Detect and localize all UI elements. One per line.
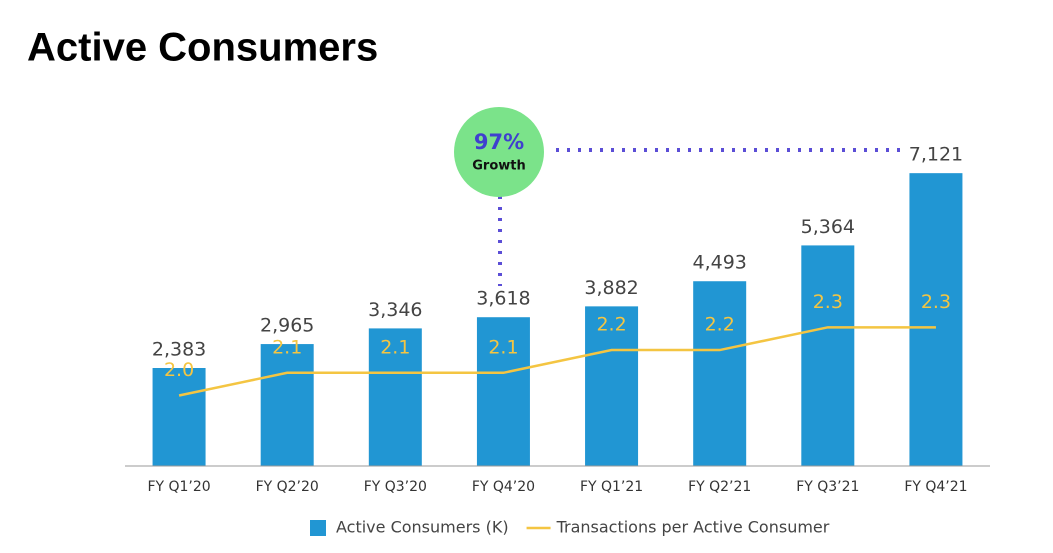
line-value-label: 2.1	[272, 336, 302, 358]
growth-badge	[454, 107, 544, 197]
bar-value-label: 4,493	[692, 252, 746, 274]
x-tick-label: FY Q2’21	[688, 479, 751, 495]
bar	[368, 328, 422, 466]
x-tick-label: FY Q4’21	[904, 479, 967, 495]
line-value-label: 2.0	[164, 359, 194, 381]
bar	[476, 317, 530, 466]
x-tick-label: FY Q3’20	[364, 479, 427, 495]
bar	[693, 281, 747, 466]
growth-value: 97%	[474, 130, 524, 154]
bar-value-label: 3,346	[368, 299, 422, 321]
line-value-label: 2.2	[596, 314, 626, 336]
bar-value-label: 2,965	[260, 315, 314, 337]
bar-value-label: 2,383	[152, 339, 206, 361]
x-tick-label: FY Q1’21	[580, 479, 643, 495]
legend-label: Transactions per Active Consumer	[556, 518, 830, 537]
x-tick-label: FY Q3’21	[796, 479, 859, 495]
bar-value-label: 3,618	[476, 288, 530, 310]
line-value-label: 2.1	[380, 336, 410, 358]
line-value-label: 2.2	[705, 314, 735, 336]
growth-label: Growth	[472, 159, 526, 174]
legend-label: Active Consumers (K)	[336, 518, 509, 537]
line-value-label: 2.1	[488, 336, 518, 358]
x-tick-label: FY Q2’20	[256, 479, 319, 495]
x-tick-label: FY Q1’20	[147, 479, 210, 495]
chart-title: Active Consumers	[27, 26, 378, 70]
bar	[260, 344, 314, 466]
x-tick-label: FY Q4’20	[472, 479, 535, 495]
bar-value-label: 5,364	[801, 216, 855, 238]
bar	[801, 245, 855, 466]
line-value-label: 2.3	[921, 291, 951, 313]
bar-value-label: 3,882	[584, 277, 638, 299]
bar	[585, 306, 639, 466]
bar-value-label: 7,121	[909, 144, 963, 166]
legend-swatch	[310, 520, 326, 536]
bar	[152, 368, 206, 466]
bar	[909, 173, 963, 466]
line	[178, 326, 936, 397]
line-value-label: 2.3	[813, 291, 843, 313]
